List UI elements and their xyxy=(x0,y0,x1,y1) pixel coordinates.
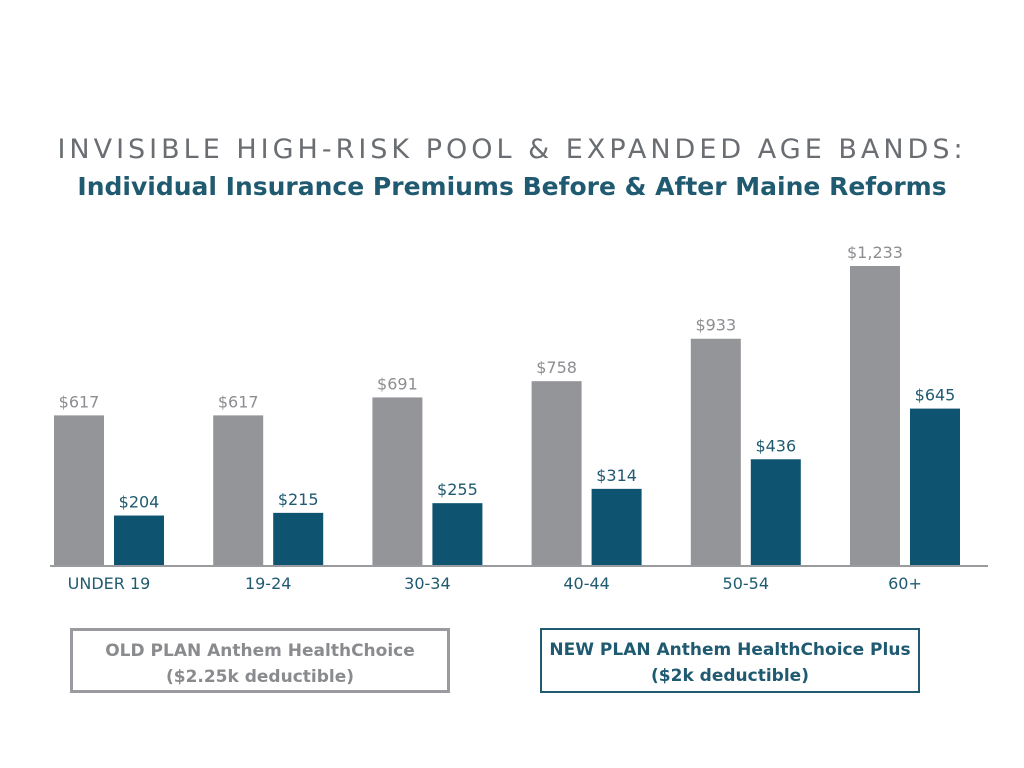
legend-old-plan: OLD PLAN Anthem HealthChoice ($2.25k ded… xyxy=(70,628,450,693)
data-label-new-5: $645 xyxy=(915,386,956,405)
bar-new-4 xyxy=(750,459,801,565)
x-tick-label-0: UNDER 19 xyxy=(68,574,151,593)
x-tick-label-4: 50-54 xyxy=(723,574,770,593)
data-label-new-0: $204 xyxy=(119,493,160,512)
bar-new-5 xyxy=(910,408,960,565)
data-label-new-4: $436 xyxy=(755,436,796,455)
legend-old-plan-name: OLD PLAN Anthem HealthChoice xyxy=(105,641,415,661)
bar-new-0 xyxy=(114,515,164,565)
bar-old-5 xyxy=(850,266,900,565)
x-tick-label-5: 60+ xyxy=(888,574,922,593)
data-label-old-5: $1,233 xyxy=(847,243,903,262)
data-label-new-1: $215 xyxy=(278,490,319,509)
bar-old-0 xyxy=(54,415,104,565)
legend-new-plan-name: NEW PLAN Anthem HealthChoice Plus xyxy=(549,640,911,660)
chart-title-line2: Individual Insurance Premiums Before & A… xyxy=(77,172,947,201)
bar-old-1 xyxy=(213,415,264,565)
data-label-new-3: $314 xyxy=(596,466,637,485)
data-label-old-0: $617 xyxy=(59,392,100,411)
bar-old-2 xyxy=(372,397,423,565)
chart-title-line1: INVISIBLE HIGH-RISK POOL & EXPANDED AGE … xyxy=(57,134,967,165)
data-label-old-4: $933 xyxy=(695,316,736,335)
legend-new-plan: NEW PLAN Anthem HealthChoice Plus ($2k d… xyxy=(540,628,920,693)
bar-chart: $617 $204 UNDER 19 $617 $215 19-24 $691 $255 30-… xyxy=(50,243,988,593)
bar-new-1 xyxy=(273,512,324,565)
x-tick-label-2: 30-34 xyxy=(404,574,451,593)
data-label-old-1: $617 xyxy=(218,392,259,411)
x-tick-label-3: 40-44 xyxy=(563,574,610,593)
data-label-new-2: $255 xyxy=(437,480,478,499)
bar-old-3 xyxy=(531,381,582,565)
bar-new-2 xyxy=(432,503,483,565)
data-label-old-2: $691 xyxy=(377,374,418,393)
bar-old-4 xyxy=(690,338,741,565)
data-label-old-3: $758 xyxy=(536,358,577,377)
bar-new-3 xyxy=(591,488,642,565)
x-tick-label-1: 19-24 xyxy=(245,574,292,593)
legend-old-plan-deductible: ($2.25k deductible) xyxy=(165,667,355,687)
legend-new-plan-deductible: ($2k deductible) xyxy=(651,666,809,686)
